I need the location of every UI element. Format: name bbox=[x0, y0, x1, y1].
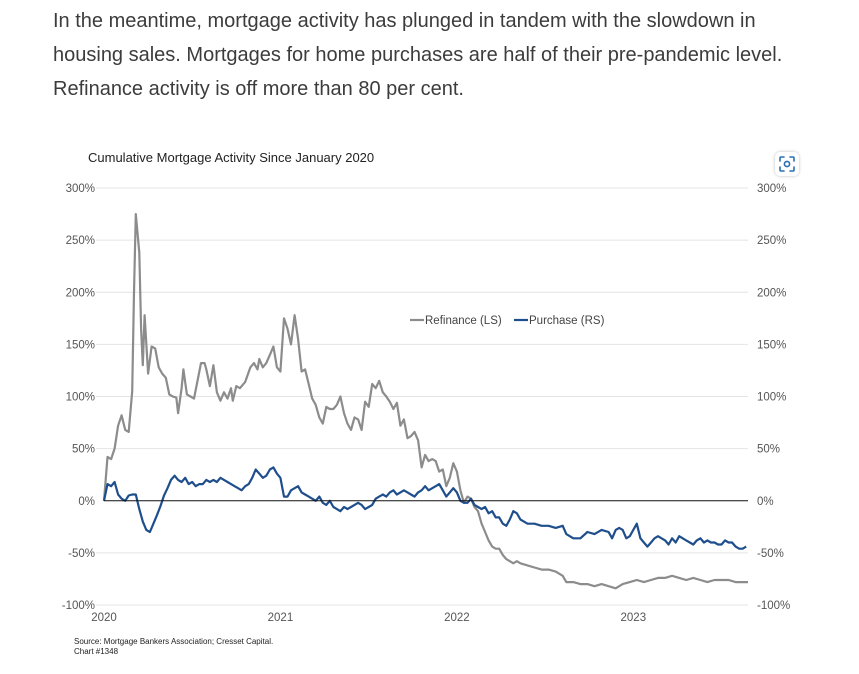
left-y-tick-label: 150% bbox=[66, 339, 95, 351]
right-y-tick-label: 0% bbox=[757, 496, 774, 508]
left-y-tick-label: -100% bbox=[62, 600, 95, 612]
legend-label: Purchase (RS) bbox=[529, 315, 605, 327]
x-tick-label: 2021 bbox=[268, 612, 294, 624]
legend-label: Refinance (LS) bbox=[425, 315, 502, 327]
chart-legend: Refinance (LS) Purchase (RS) bbox=[410, 315, 605, 327]
x-tick-label: 2023 bbox=[621, 612, 647, 624]
x-axis: 2020 2021 2022 2023 bbox=[91, 612, 646, 624]
right-y-tick-label: 150% bbox=[757, 339, 786, 351]
left-y-tick-label: 250% bbox=[66, 235, 95, 247]
left-y-tick-label: 300% bbox=[66, 183, 95, 195]
left-y-tick-label: 50% bbox=[72, 444, 95, 456]
right-y-tick-label: 200% bbox=[757, 287, 786, 299]
left-y-tick-label: 0% bbox=[78, 496, 95, 508]
right-y-tick-label: 100% bbox=[757, 392, 786, 404]
chart-id: Chart #1348 bbox=[74, 647, 119, 656]
right-y-tick-label: 300% bbox=[757, 183, 786, 195]
chart-footer: Source: Mortgage Bankers Association; Cr… bbox=[74, 637, 273, 657]
right-y-axis: 300% 250% 200% 150% 100% 50% 0% -50% -100% bbox=[757, 183, 790, 612]
chart-title: Cumulative Mortgage Activity Since Janua… bbox=[88, 150, 374, 165]
x-tick-label: 2022 bbox=[444, 612, 470, 624]
x-tick-label: 2020 bbox=[91, 612, 117, 624]
left-y-tick-label: -50% bbox=[68, 548, 95, 560]
gridlines bbox=[96, 187, 748, 606]
intro-paragraph: In the meantime, mortgage activity has p… bbox=[53, 10, 783, 100]
right-y-tick-label: 50% bbox=[757, 444, 780, 456]
series-group bbox=[102, 213, 748, 590]
purchase-series-line bbox=[102, 466, 747, 550]
right-y-tick-label: 250% bbox=[757, 235, 786, 247]
left-y-tick-label: 100% bbox=[66, 392, 95, 404]
refinance-series-line bbox=[102, 213, 748, 590]
expand-chart-button[interactable] bbox=[775, 152, 799, 176]
left-y-tick-label: 200% bbox=[66, 287, 95, 299]
left-y-axis: 300% 250% 200% 150% 100% 50% 0% -50% -100% bbox=[62, 183, 95, 612]
right-y-tick-label: -50% bbox=[757, 548, 784, 560]
right-y-tick-label: -100% bbox=[757, 600, 790, 612]
focus-expand-icon bbox=[779, 156, 795, 172]
source-note: Source: Mortgage Bankers Association; Cr… bbox=[74, 637, 274, 646]
